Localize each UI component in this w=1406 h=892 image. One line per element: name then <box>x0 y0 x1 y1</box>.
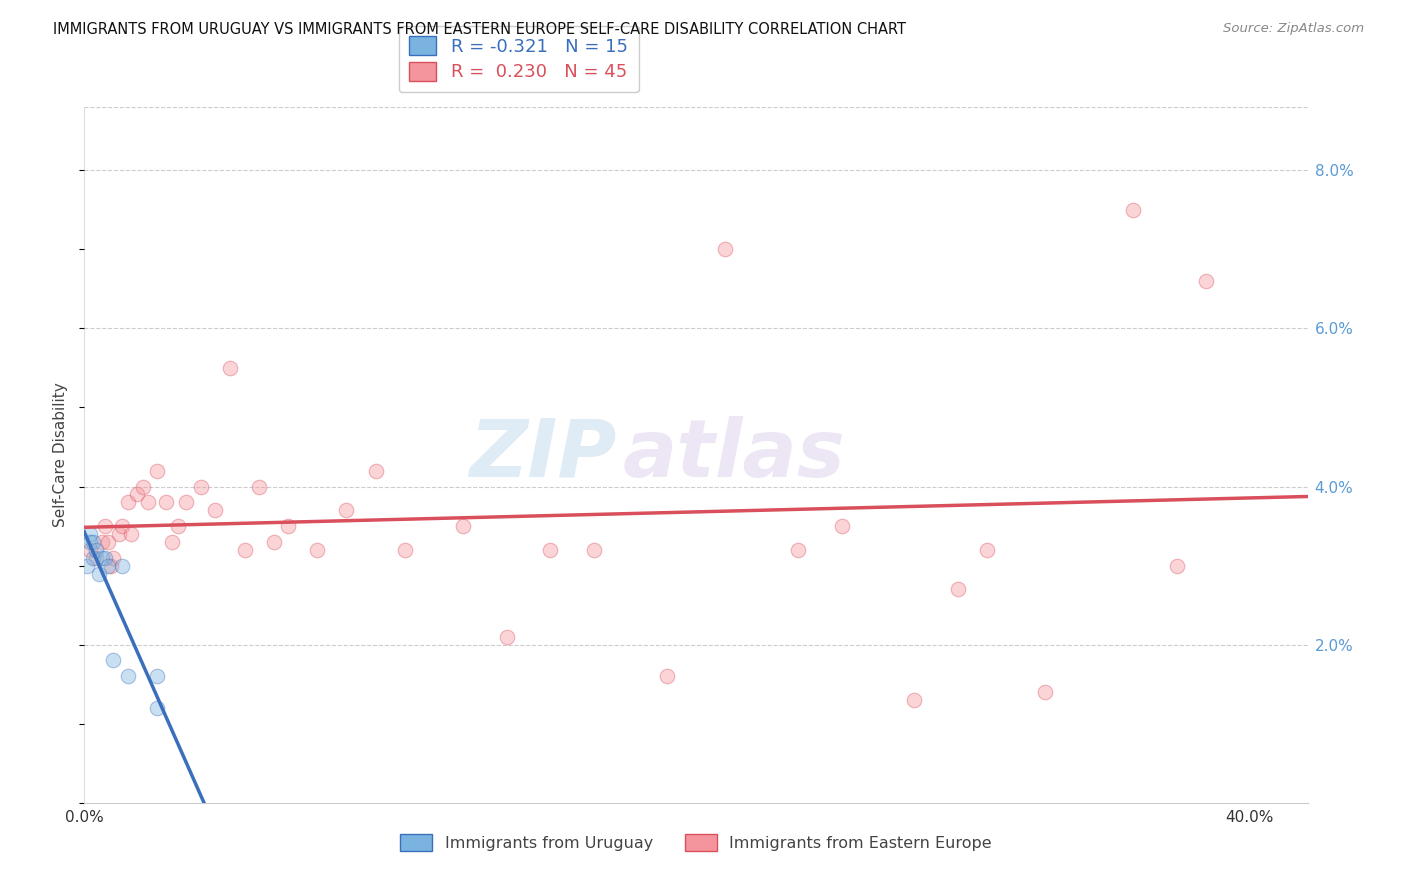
Point <box>111 519 134 533</box>
Point <box>79 542 101 557</box>
Point <box>495 630 517 644</box>
Point <box>714 243 737 257</box>
Point <box>79 527 101 541</box>
Text: atlas: atlas <box>623 416 845 494</box>
Point <box>103 653 125 667</box>
Point <box>87 566 110 581</box>
Y-axis label: Self-Care Disability: Self-Care Disability <box>53 383 69 527</box>
Point <box>82 550 104 565</box>
Point <box>1035 685 1057 699</box>
Point <box>146 701 169 715</box>
Point <box>263 534 285 549</box>
Point <box>155 495 177 509</box>
Point <box>1122 202 1144 217</box>
Point <box>125 487 148 501</box>
Point <box>204 503 226 517</box>
Point <box>233 542 256 557</box>
Point <box>277 519 299 533</box>
Point <box>100 558 122 573</box>
Point <box>219 360 242 375</box>
Text: IMMIGRANTS FROM URUGUAY VS IMMIGRANTS FROM EASTERN EUROPE SELF-CARE DISABILITY C: IMMIGRANTS FROM URUGUAY VS IMMIGRANTS FR… <box>53 22 907 37</box>
Point <box>946 582 969 597</box>
Point <box>103 550 125 565</box>
Point <box>93 550 115 565</box>
Point <box>131 479 153 493</box>
Point <box>583 542 606 557</box>
Point <box>174 495 197 509</box>
Point <box>117 669 139 683</box>
Point <box>976 542 998 557</box>
Point <box>655 669 678 683</box>
Point <box>307 542 329 557</box>
Point <box>97 534 120 549</box>
Point <box>108 527 131 541</box>
Point <box>111 558 134 573</box>
Point <box>84 550 107 565</box>
Point <box>190 479 212 493</box>
Point <box>166 519 188 533</box>
Point <box>84 542 107 557</box>
Point <box>146 669 169 683</box>
Point <box>335 503 357 517</box>
Point <box>76 558 98 573</box>
Point <box>394 542 416 557</box>
Point <box>117 495 139 509</box>
Point <box>364 464 387 478</box>
Point <box>1166 558 1188 573</box>
Point <box>831 519 853 533</box>
Point <box>146 464 169 478</box>
Point <box>538 542 561 557</box>
Point <box>160 534 183 549</box>
Point <box>120 527 142 541</box>
Point <box>247 479 270 493</box>
Text: Source: ZipAtlas.com: Source: ZipAtlas.com <box>1223 22 1364 36</box>
Point <box>97 558 120 573</box>
Point <box>451 519 474 533</box>
Point <box>90 550 112 565</box>
Point <box>903 693 925 707</box>
Point <box>787 542 810 557</box>
Point <box>90 534 112 549</box>
Point <box>82 534 104 549</box>
Text: ZIP: ZIP <box>470 416 616 494</box>
Point <box>79 534 101 549</box>
Point <box>93 519 115 533</box>
Point <box>1195 274 1218 288</box>
Legend: Immigrants from Uruguay, Immigrants from Eastern Europe: Immigrants from Uruguay, Immigrants from… <box>394 828 998 857</box>
Point <box>138 495 160 509</box>
